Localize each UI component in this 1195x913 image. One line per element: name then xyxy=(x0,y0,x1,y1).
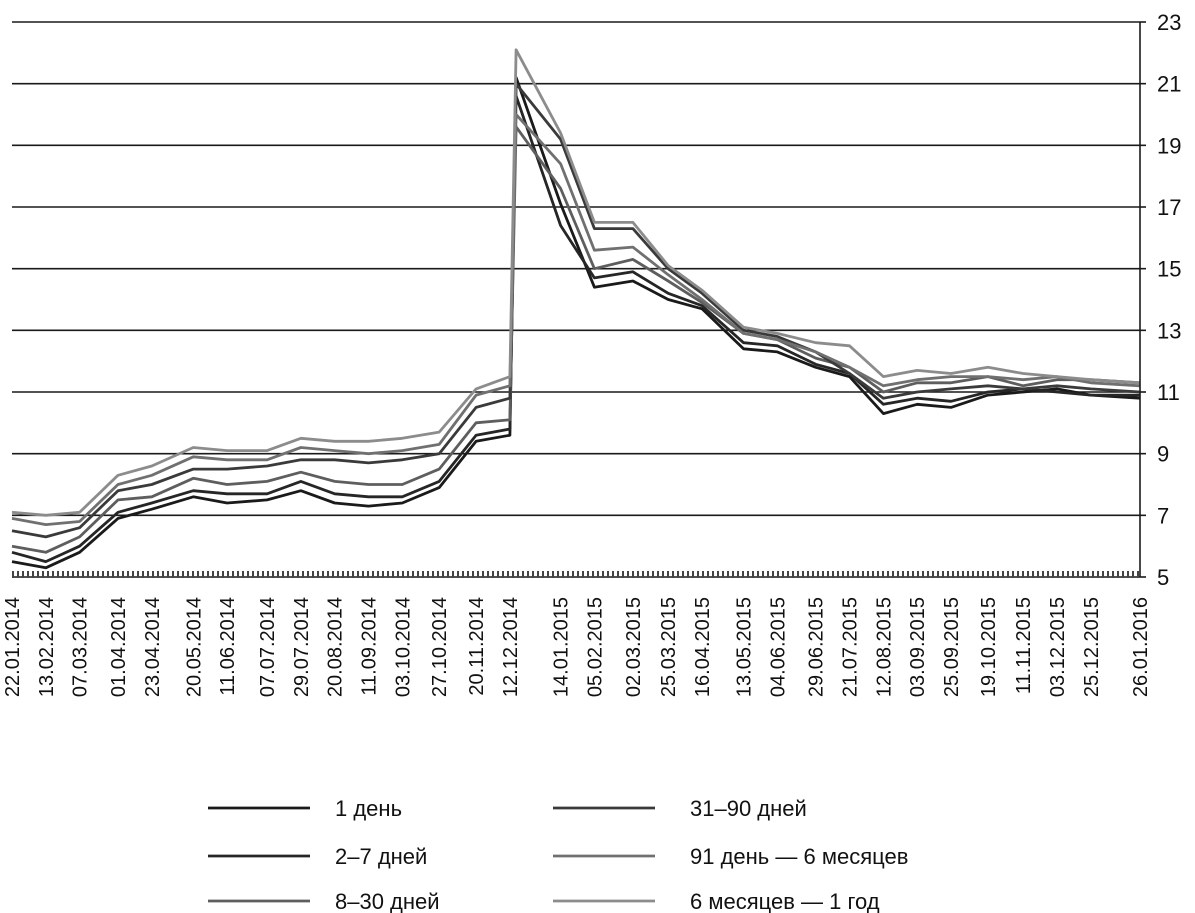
x-tick-label: 02.03.2015 xyxy=(623,597,645,697)
x-tick-label: 04.06.2015 xyxy=(767,597,789,697)
series-line-5 xyxy=(11,48,1141,517)
x-tick-label: 12.12.2014 xyxy=(500,597,522,697)
y-tick-label: 15 xyxy=(1157,257,1181,282)
x-tick-label: 03.09.2015 xyxy=(907,597,929,697)
y-tick-label: 7 xyxy=(1157,503,1169,528)
x-tick-label: 11.09.2014 xyxy=(359,597,381,696)
x-tick-label: 13.05.2015 xyxy=(734,597,756,697)
y-tick-label: 9 xyxy=(1157,442,1169,467)
x-tick-label: 22.01.2014 xyxy=(2,597,24,697)
x-tick-label: 07.07.2014 xyxy=(257,597,279,697)
x-tick-label: 25.12.2015 xyxy=(1081,597,1103,697)
x-tick-label: 25.09.2015 xyxy=(941,597,963,697)
legend-label: 31–90 дней xyxy=(690,796,807,821)
x-tick-label: 26.01.2016 xyxy=(1130,597,1152,697)
y-tick-label: 11 xyxy=(1157,380,1180,405)
x-tick-label: 05.02.2015 xyxy=(584,597,606,697)
y-tick-label: 21 xyxy=(1157,72,1181,97)
y-tick-label: 13 xyxy=(1157,318,1181,343)
x-tick-label: 20.05.2014 xyxy=(183,597,205,697)
x-tick-label: 14.01.2015 xyxy=(551,597,573,697)
x-tick-label: 11.06.2014 xyxy=(217,597,239,696)
y-tick-label: 23 xyxy=(1157,10,1181,35)
legend: 1 день 2–7 дней 8–30 дней 31–90 дней 91 день… xyxy=(208,796,908,913)
x-tick-label: 20.11.2014 xyxy=(466,597,488,696)
x-tick-label: 27.10.2014 xyxy=(429,597,451,697)
x-tick-label: 23.04.2014 xyxy=(142,597,164,697)
x-tick-label: 03.12.2015 xyxy=(1047,597,1069,697)
legend-label: 8–30 дней xyxy=(335,889,440,913)
series-line-3 xyxy=(11,82,1141,539)
legend-label: 6 месяцев — 1 год xyxy=(690,889,880,913)
y-tick-label: 19 xyxy=(1157,133,1181,158)
series-line-2 xyxy=(11,125,1141,554)
y-axis-tick-labels: 5 7 9 11 13 15 17 19 21 23 xyxy=(1157,10,1181,590)
legend-label: 2–7 дней xyxy=(335,844,427,869)
legend-label: 1 день xyxy=(335,796,402,821)
series-lines xyxy=(11,48,1141,570)
axes xyxy=(1139,21,1146,578)
x-tick-label: 07.03.2014 xyxy=(70,597,92,697)
x-tick-label: 12.08.2015 xyxy=(873,597,895,697)
y-tick-label: 5 xyxy=(1157,565,1169,590)
series-line-0 xyxy=(11,76,1141,570)
series-line-4 xyxy=(11,113,1141,526)
x-tick-label: 19.10.2015 xyxy=(978,597,1000,697)
y-tick-label: 17 xyxy=(1157,195,1181,220)
x-tick-label: 21.07.2015 xyxy=(840,597,862,697)
legend-label: 91 день — 6 месяцев xyxy=(690,844,908,869)
series-line-1 xyxy=(11,94,1140,563)
x-tick-label: 29.07.2014 xyxy=(291,597,313,697)
x-tick-label: 16.04.2015 xyxy=(692,597,714,697)
x-axis-tick-marks xyxy=(12,571,1140,578)
x-tick-label: 29.06.2015 xyxy=(806,597,828,697)
x-tick-label: 20.08.2014 xyxy=(325,597,347,697)
x-tick-label: 13.02.2014 xyxy=(36,597,58,697)
gridlines xyxy=(12,21,1140,578)
x-tick-label: 01.04.2014 xyxy=(108,597,130,697)
x-tick-label: 25.03.2015 xyxy=(658,597,680,697)
x-axis-tick-labels: 22.01.2014 13.02.2014 07.03.2014 01.04.2014… xyxy=(2,597,1152,697)
x-tick-label: 03.10.2014 xyxy=(392,597,414,697)
x-tick-label: 11.11.2015 xyxy=(1013,597,1035,694)
